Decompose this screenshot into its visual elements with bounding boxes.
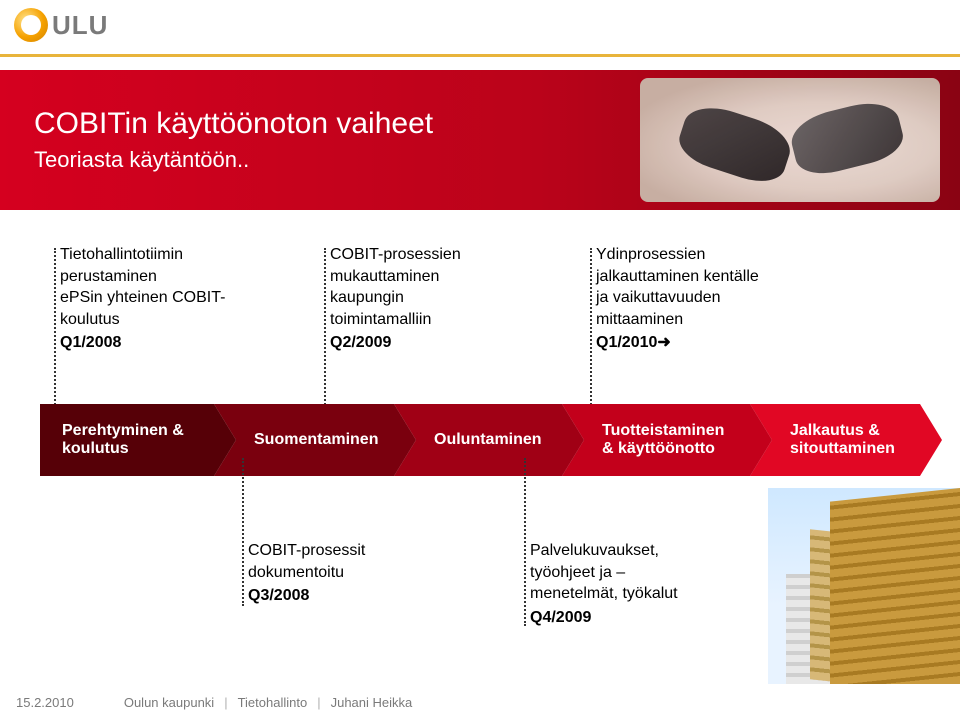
note-top-right: Ydinprosessien jalkauttaminen kentälle j… (596, 244, 816, 354)
slide-footer: 15.2.2010 Oulun kaupunki | Tietohallinto… (0, 688, 960, 716)
logo: ULU (14, 8, 108, 42)
note-bottom-left: COBIT-prosessit dokumentoitu Q3/2008 (248, 540, 438, 607)
footer-sep: | (224, 695, 227, 710)
flow-step-5: Jalkautus & sitouttaminen (750, 404, 920, 476)
note-line: Tietohallintotiimin (60, 246, 183, 263)
flow-step-label: Tuotteistaminen & käyttöönotto (602, 422, 724, 459)
leader-line (524, 458, 526, 626)
note-line: koulutus (60, 311, 120, 328)
title-banner: COBITin käyttöönoton vaiheet Teoriasta k… (0, 70, 960, 210)
note-top-left: Tietohallintotiimin perustaminen ePSin y… (60, 244, 260, 354)
note-quarter: Q3/2008 (248, 585, 438, 607)
note-line: Ydinprosessien (596, 246, 705, 263)
note-quarter: Q1/2010➜ (596, 332, 816, 354)
flow-step-label: Ouluntaminen (434, 431, 542, 449)
title-block: COBITin käyttöönoton vaiheet Teoriasta k… (0, 107, 433, 173)
note-line: COBIT-prosessit (248, 542, 365, 559)
note-line: mittaaminen (596, 311, 683, 328)
note-line: menetelmät, työkalut (530, 585, 678, 602)
note-top-mid: COBIT-prosessien mukauttaminen kaupungin… (330, 244, 520, 354)
handshake-photo (640, 78, 940, 202)
note-line: toimintamalliin (330, 311, 431, 328)
flow-step-label: Jalkautus & sitouttaminen (790, 422, 895, 459)
note-quarter: Q1/2008 (60, 332, 260, 354)
flow-step-label: Suomentaminen (254, 431, 378, 449)
logo-bar: ULU (0, 8, 960, 52)
note-line: perustaminen (60, 268, 157, 285)
note-line: työohjeet ja – (530, 564, 625, 581)
leader-line (242, 458, 244, 606)
note-line: mukauttaminen (330, 268, 439, 285)
note-line: kaupungin (330, 289, 404, 306)
note-bottom-right: Palvelukuvaukset, työohjeet ja – menetel… (530, 540, 740, 628)
slide-title: COBITin käyttöönoton vaiheet (34, 107, 433, 141)
footer-dept: Tietohallinto (238, 695, 308, 710)
leader-line (590, 248, 592, 424)
slide-root: ULU COBITin käyttöönoton vaiheet Teorias… (0, 0, 960, 716)
note-line: dokumentoitu (248, 564, 344, 581)
logo-O-mark (14, 8, 48, 42)
flow-step-1: Perehtyminen & koulutus (40, 404, 214, 476)
flow-step-4: Tuotteistaminen & käyttöönotto (562, 404, 750, 476)
note-quarter: Q4/2009 (530, 607, 740, 629)
flow-step-3: Ouluntaminen (394, 404, 562, 476)
note-line: Palvelukuvaukset, (530, 542, 659, 559)
note-line: ja vaikuttavuuden (596, 289, 721, 306)
note-line: ePSin yhteinen COBIT- (60, 289, 225, 306)
process-flow: Perehtyminen & koulutus Suomentaminen Ou… (40, 404, 920, 476)
footer-org: Oulun kaupunki (124, 695, 214, 710)
logo-wordmark: ULU (52, 10, 108, 41)
note-line: COBIT-prosessien (330, 246, 461, 263)
slide-subtitle: Teoriasta käytäntöön.. (34, 147, 433, 173)
footer-sep: | (317, 695, 320, 710)
logo-underline (0, 54, 960, 57)
leader-line (54, 248, 56, 424)
footer-author: Juhani Heikka (331, 695, 413, 710)
building-photo (768, 488, 960, 684)
note-quarter: Q2/2009 (330, 332, 520, 354)
footer-date: 15.2.2010 (16, 695, 74, 710)
leader-line (324, 248, 326, 424)
flow-step-2: Suomentaminen (214, 404, 394, 476)
note-line: jalkauttaminen kentälle (596, 268, 759, 285)
flow-step-label: Perehtyminen & koulutus (62, 422, 184, 459)
